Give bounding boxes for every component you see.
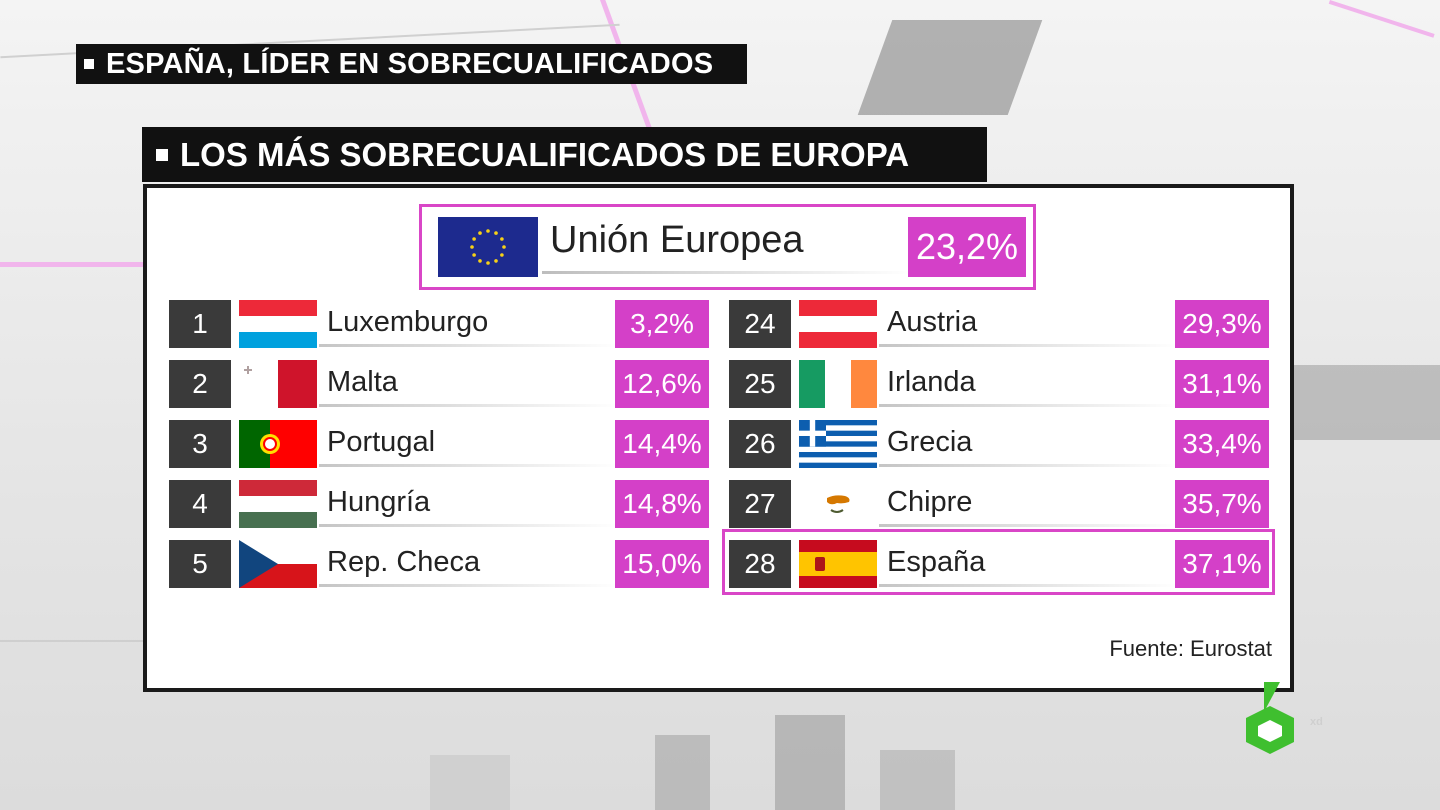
country-name: Hungría <box>327 486 431 518</box>
ireland-flag-icon <box>799 360 877 408</box>
rank-badge: 28 <box>729 540 791 588</box>
list-item: 25 Irlanda 31,1% <box>729 360 1269 408</box>
background-line <box>0 640 145 642</box>
country-name: Chipre <box>887 486 973 518</box>
source-note: Fuente: Eurostat <box>1109 636 1272 661</box>
austria-flag-icon <box>799 300 877 348</box>
percent-badge: 31,1% <box>1175 360 1269 408</box>
divider <box>879 404 1179 407</box>
country-name: Malta <box>327 366 398 398</box>
country-name: Grecia <box>887 426 973 458</box>
spain-flag-icon <box>799 540 877 588</box>
rank-badge: 1 <box>169 300 231 348</box>
divider <box>879 344 1179 347</box>
divider <box>319 344 619 347</box>
background-shape <box>880 750 955 810</box>
percent-badge: 12,6% <box>615 360 709 408</box>
background-line <box>1328 0 1435 38</box>
divider <box>879 524 1179 527</box>
list-item: 28 España 37,1% <box>729 540 1269 588</box>
divider <box>319 464 619 467</box>
background-line <box>0 262 150 267</box>
subheadline-text: LOS MÁS SOBRECUALIFICADOS DE EUROPA <box>180 135 910 173</box>
list-item: 26 Grecia 33,4% <box>729 420 1269 468</box>
list-item: 1 Luxemburgo 3,2% <box>169 300 709 348</box>
percent-badge: 37,1% <box>1175 540 1269 588</box>
headline-text: ESPAÑA, LÍDER EN SOBRECUALIFICADOS <box>106 47 714 80</box>
country-name: Portugal <box>327 426 436 458</box>
headline-bar: ESPAÑA, LÍDER EN SOBRECUALIFICADOS <box>76 44 747 84</box>
list-item: 2 Malta 12,6% <box>169 360 709 408</box>
country-name: Austria <box>887 306 978 338</box>
subheadline-bar: LOS MÁS SOBRECUALIFICADOS DE EUROPA <box>142 127 987 182</box>
greece-flag-icon <box>799 420 877 468</box>
country-name: Irlanda <box>887 366 976 398</box>
list-item: 5 Rep. Checa 15,0% <box>169 540 709 588</box>
ranking-panel: Unión Europea 23,2% 1 Luxemburgo 3,2% 2 … <box>143 184 1294 692</box>
country-name: España <box>887 546 986 578</box>
list-item: 3 Portugal 14,4% <box>169 420 709 468</box>
percent-badge: 35,7% <box>1175 480 1269 528</box>
country-name: Rep. Checa <box>327 546 481 578</box>
rank-badge: 5 <box>169 540 231 588</box>
rank-badge: 3 <box>169 420 231 468</box>
percent-badge: 33,4% <box>1175 420 1269 468</box>
logo-suffix: xd <box>1310 716 1323 728</box>
rank-badge: 27 <box>729 480 791 528</box>
background-shape <box>1290 365 1440 440</box>
percent-badge: 14,8% <box>615 480 709 528</box>
list-item: 4 Hungría 14,8% <box>169 480 709 528</box>
divider <box>319 584 619 587</box>
divider <box>319 404 619 407</box>
divider <box>319 524 619 527</box>
portugal-flag-icon <box>239 420 317 468</box>
highlight-frame <box>722 529 1275 595</box>
background-shape <box>775 715 845 810</box>
divider <box>542 271 912 274</box>
bullet-icon <box>156 148 168 161</box>
rank-badge: 2 <box>169 360 231 408</box>
percent-badge: 14,4% <box>615 420 709 468</box>
rank-badge: 4 <box>169 480 231 528</box>
lasexta-logo-icon <box>1234 680 1306 756</box>
malta-flag-icon <box>239 360 317 408</box>
background-shape <box>430 755 510 810</box>
bullet-icon <box>84 59 94 69</box>
background-shape <box>655 735 710 810</box>
eu-summary: Unión Europea 23,2% <box>419 204 1036 290</box>
luxembourg-flag-icon <box>239 300 317 348</box>
hungary-flag-icon <box>239 480 317 528</box>
divider <box>879 464 1179 467</box>
rank-badge: 25 <box>729 360 791 408</box>
list-item: 27 Chipre 35,7% <box>729 480 1269 528</box>
eu-name: Unión Europea <box>550 219 804 261</box>
rank-badge: 26 <box>729 420 791 468</box>
background-shape <box>857 20 1043 115</box>
percent-badge: 29,3% <box>1175 300 1269 348</box>
list-item: 24 Austria 29,3% <box>729 300 1269 348</box>
percent-badge: 3,2% <box>615 300 709 348</box>
percent-badge: 15,0% <box>615 540 709 588</box>
eu-percent: 23,2% <box>908 217 1026 277</box>
cyprus-flag-icon <box>799 480 877 528</box>
country-name: Luxemburgo <box>327 306 489 338</box>
czech-flag-icon <box>239 540 317 588</box>
rank-badge: 24 <box>729 300 791 348</box>
eu-flag-icon <box>438 217 538 277</box>
divider <box>879 584 1179 587</box>
